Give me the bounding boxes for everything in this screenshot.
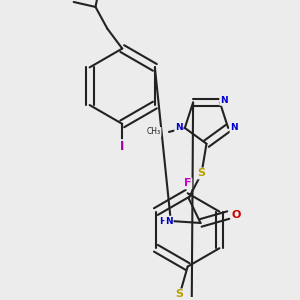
Text: I: I: [120, 140, 124, 153]
Text: N: N: [230, 123, 238, 132]
Text: N: N: [175, 123, 183, 132]
Text: H: H: [159, 217, 167, 226]
Text: CH₃: CH₃: [147, 128, 161, 136]
Text: N: N: [165, 217, 173, 226]
Text: F: F: [184, 178, 191, 188]
Text: S: S: [197, 168, 206, 178]
Text: N: N: [220, 96, 228, 105]
Text: S: S: [176, 289, 184, 299]
Text: O: O: [232, 210, 241, 220]
